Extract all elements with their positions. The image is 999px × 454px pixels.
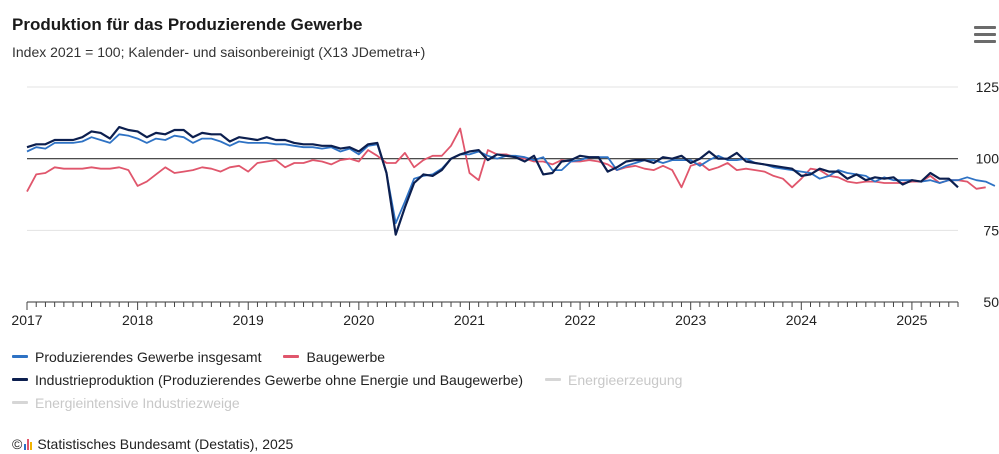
- x-tick-label: 2021: [454, 312, 485, 328]
- grid-lines: [27, 86, 958, 231]
- legend-item-industrieproduktion[interactable]: Industrieproduktion (Produzierendes Gewe…: [12, 372, 523, 388]
- legend-item-baugewerbe[interactable]: Baugewerbe: [283, 349, 385, 365]
- hamburger-menu-icon[interactable]: [974, 26, 996, 44]
- source-credit: © Statistisches Bundesamt (Destatis), 20…: [12, 436, 293, 452]
- y-tick-label: 125: [976, 79, 999, 95]
- y-tick-label: 100: [976, 151, 999, 167]
- legend-item-produzierendes-gewerbe[interactable]: Produzierendes Gewerbe insgesamt: [12, 349, 261, 365]
- chart-title: Produktion für das Produzierende Gewerbe: [12, 15, 363, 34]
- x-tick-label: 2023: [675, 312, 706, 328]
- x-tick-label: 2019: [233, 312, 264, 328]
- legend-item-energieerzeugung[interactable]: Energieerzeugung: [544, 371, 683, 388]
- chart-subtitle: Index 2021 = 100; Kalender- und saisonbe…: [12, 44, 426, 60]
- series-line-2: [26, 125, 959, 236]
- y-axis: 50 75 100 125: [976, 79, 999, 310]
- x-tick-label: 2025: [896, 312, 927, 328]
- x-tick-label: 2024: [786, 312, 817, 328]
- source-text: Statistisches Bundesamt (Destatis), 2025: [37, 436, 294, 452]
- x-tick-label: 2020: [343, 312, 374, 328]
- x-tick-label: 2022: [564, 312, 595, 328]
- series-lines: [26, 125, 996, 236]
- legend-swatch: [12, 355, 28, 358]
- legend-swatch: [12, 378, 28, 381]
- destatis-logo-icon: [24, 438, 33, 450]
- y-tick-label: 75: [983, 222, 999, 238]
- legend-swatch: [12, 401, 28, 404]
- x-tick-label: 2018: [122, 312, 153, 328]
- legend-label: Baugewerbe: [306, 348, 386, 365]
- legend-label: Industrieproduktion (Produzierendes Gewe…: [35, 371, 523, 388]
- legend-label: Energieerzeugung: [567, 371, 683, 388]
- legend: Produzierendes Gewerbe insgesamt Baugewe…: [12, 345, 972, 414]
- legend-swatch: [283, 355, 300, 358]
- copyright-icon: ©: [12, 436, 23, 452]
- x-axis: 2017 2018 2019 2020 2021 2022 2023 2024 2025: [11, 301, 959, 328]
- legend-label: Energieintensive Industriezweige: [35, 394, 240, 411]
- x-tick-label: 2017: [11, 312, 42, 328]
- y-tick-label: 50: [983, 294, 999, 310]
- legend-label: Produzierendes Gewerbe insgesamt: [35, 348, 262, 365]
- legend-swatch: [544, 378, 561, 381]
- legend-item-energieintensive-industriezweige[interactable]: Energieintensive Industriezweige: [12, 395, 240, 411]
- series-line-1: [26, 127, 986, 193]
